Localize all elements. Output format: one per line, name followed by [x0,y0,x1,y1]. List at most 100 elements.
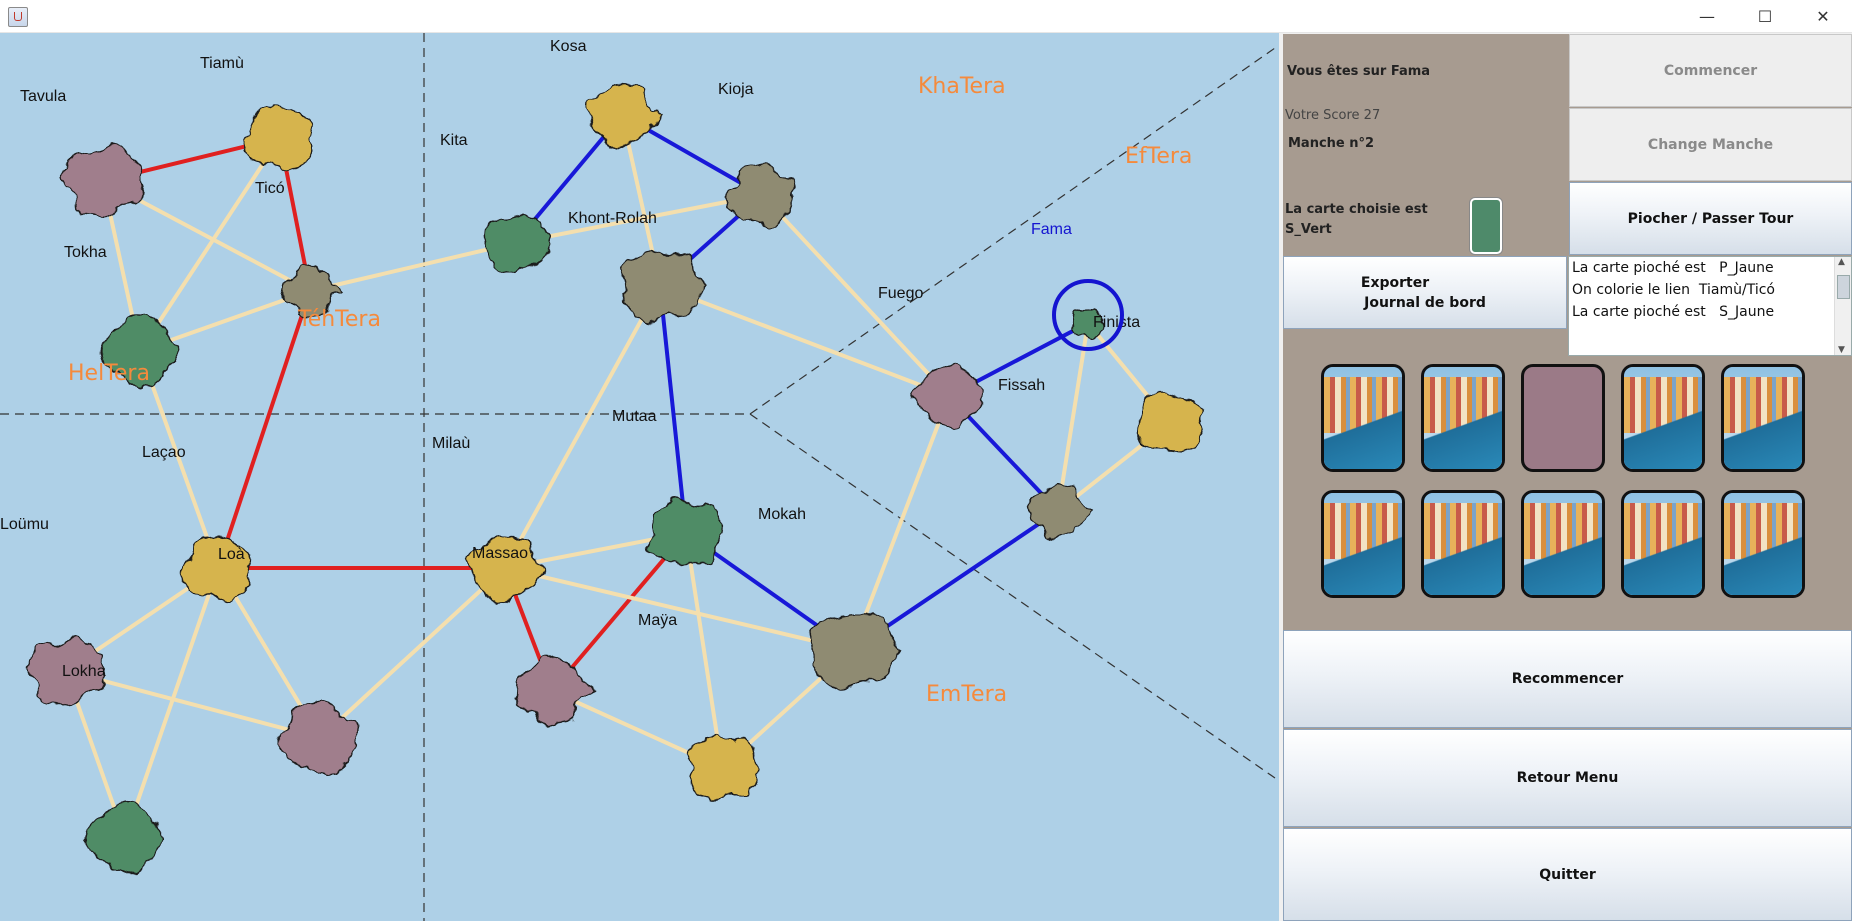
island-loa[interactable] [277,699,360,776]
island-label-loumu: Loümu [0,516,49,533]
java-app-icon [8,7,28,27]
card-photo[interactable] [1721,490,1805,598]
link-tico-kita[interactable] [309,241,516,293]
link-fuego-mokah[interactable] [850,395,951,651]
log-line: La carte pioché est S_Jaune [1572,304,1775,320]
island-label-loa: Loà [218,546,245,563]
cliff-town-image [1424,493,1502,595]
change-round-button[interactable]: Change Manche [1569,108,1852,181]
island-lacao[interactable] [180,534,253,603]
island-kosa[interactable] [585,83,664,150]
export-label: Exporter [1360,274,1430,291]
card-photo[interactable] [1521,490,1605,598]
islands-layer [25,83,1205,876]
scroll-down-icon[interactable]: ▼ [1838,345,1845,355]
link-milau-mokah[interactable] [504,566,853,652]
maximize-button[interactable]: ☐ [1736,0,1794,32]
scroll-up-icon[interactable]: ▲ [1838,257,1845,267]
minimize-icon: — [1699,6,1715,26]
link-khontrolah-milau[interactable] [503,285,662,569]
island-lokha[interactable] [83,801,164,876]
hand-cards [1283,364,1852,664]
region-label-tehtera: TéhTera [297,307,381,332]
card-photo[interactable] [1421,364,1505,472]
island-tokha[interactable] [99,314,181,388]
log-line: La carte pioché est P_Jaune [1572,260,1774,276]
cliff-town-image [1624,493,1702,595]
island-tavula[interactable] [60,143,145,219]
island-finista[interactable] [1137,393,1205,452]
minimize-button[interactable]: — [1678,0,1736,32]
link-khontrolah-fuego[interactable] [659,284,950,398]
card-photo[interactable] [1421,490,1505,598]
scroll-thumb[interactable] [1837,275,1850,299]
close-button[interactable]: ✕ [1794,0,1852,32]
island-label-massao: Massao [472,545,528,562]
island-maya[interactable] [686,736,760,801]
island-label-maya: Maÿa [638,612,677,629]
link-tokha-lacao[interactable] [138,350,220,569]
island-tiamu[interactable] [243,104,314,171]
cliff-town-image [1424,367,1502,469]
island-label-milau: Milaù [432,435,470,452]
island-label-fuego: Fuego [878,285,923,302]
log-line: On colorie le lien Tiamù/Ticó [1572,282,1775,298]
link-mutaa-maya[interactable] [684,532,724,769]
island-fissah[interactable] [1027,483,1095,540]
island-label-fama: Fama [1031,221,1072,238]
link-tico-lacao[interactable] [216,290,312,569]
board-map[interactable]: Kosa Tiamù Tavula Kioja Kita Ticó Khont-Rolah T… [0,33,1279,921]
island-label-finista: Finista [1093,314,1140,331]
link-fama-fissah[interactable] [1056,322,1090,512]
title-bar: — ☐ ✕ [0,0,1852,33]
island-label-tavula: Tavula [20,88,66,105]
island-label-lacao: Laçao [142,444,186,461]
island-fuego[interactable] [909,361,984,431]
link-kita-kioja[interactable] [514,193,763,245]
link-tiamu-tokha[interactable] [138,136,282,353]
island-mutaa[interactable] [646,495,723,565]
island-loumu[interactable] [25,634,106,706]
link-massao-mutaa[interactable] [550,531,688,693]
island-fama[interactable] [1072,309,1105,338]
island-tico[interactable] [281,263,343,317]
island-massao[interactable] [514,654,596,726]
link-lacao-lokha[interactable] [123,567,220,839]
log-scrollbar[interactable]: ▲ ▼ [1834,257,1851,355]
labels-layer: Kosa Tiamù Tavula Kioja Kita Ticó Khont-Rolah T… [0,38,1140,680]
export-log-button[interactable]: Exporter Journal de bord [1283,256,1567,329]
location-text: Vous êtes sur Fama [1287,64,1431,79]
sea-background [0,33,1279,921]
island-label-kita: Kita [440,132,468,149]
card-photo[interactable] [1621,490,1705,598]
region-label-heltera: HelTera [68,361,150,386]
island-khontrolah[interactable] [619,250,706,325]
game-board[interactable]: Kosa Tiamù Tavula Kioja Kita Ticó Khont-Rolah T… [0,33,1279,921]
link-loumu-loa[interactable] [65,669,321,740]
back-menu-button[interactable]: Retour Menu [1283,729,1852,827]
card-photo[interactable] [1321,364,1405,472]
island-label-kosa: Kosa [550,38,587,55]
regions-layer: KhaTera EfTera TéhTera HelTera EmTera [68,74,1192,707]
quit-button[interactable]: Quitter [1283,828,1852,921]
region-label-eftera: EfTera [1125,144,1192,169]
card-back[interactable] [1521,364,1605,472]
cliff-town-image [1724,367,1802,469]
restart-button[interactable]: Recommencer [1283,630,1852,728]
island-kita[interactable] [482,214,551,274]
link-kioja-fuego[interactable] [760,193,951,398]
island-label-tico: Ticó [255,180,285,197]
link-milau-loa[interactable] [318,566,507,740]
island-milau[interactable] [467,535,547,604]
start-button[interactable]: Commencer [1569,34,1852,107]
chosen-card-name: S_Vert [1285,222,1332,237]
card-photo[interactable] [1621,364,1705,472]
link-khontrolah-mutaa[interactable] [658,285,688,534]
draw-pass-button[interactable]: Piocher / Passer Tour [1569,182,1852,255]
island-mokah[interactable] [809,613,901,691]
event-log[interactable]: La carte pioché est P_Jaune On colorie l… [1568,256,1852,356]
island-label-fissah: Fissah [998,377,1045,394]
card-photo[interactable] [1321,490,1405,598]
island-kioja[interactable] [724,162,797,229]
card-photo[interactable] [1721,364,1805,472]
